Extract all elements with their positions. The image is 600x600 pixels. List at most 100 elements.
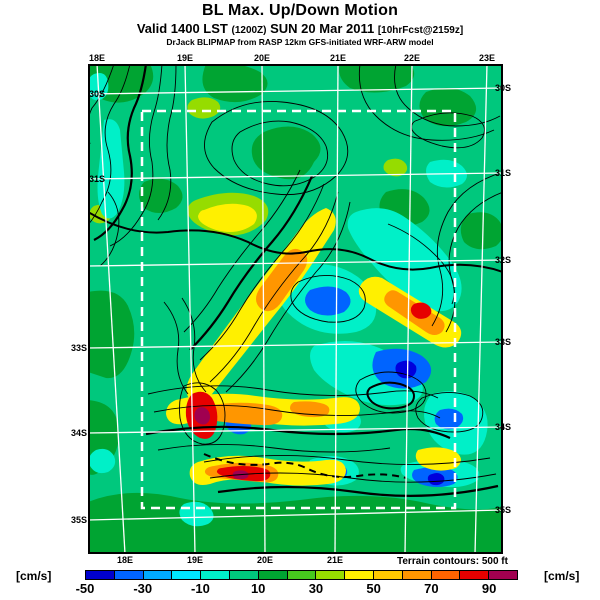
colorbar-tick-label: 70	[424, 581, 439, 596]
grid-meridian	[184, 64, 196, 554]
map-feature	[395, 360, 417, 379]
map-feature	[139, 178, 183, 213]
grid-meridian	[96, 64, 126, 554]
axis-tick-label: 34S	[495, 422, 512, 432]
axis-tick-label: 32S	[495, 255, 512, 265]
terrain-contour	[179, 382, 226, 445]
colorbar-segment	[228, 571, 258, 579]
grid-parallel	[88, 509, 503, 521]
terrain-contour	[199, 183, 325, 361]
terrain-contours-note: Terrain contours: 500 ft	[397, 556, 508, 567]
grid-parallel	[88, 341, 503, 349]
map-feature	[256, 248, 308, 312]
colorbar-segment	[113, 571, 143, 579]
map-feature	[194, 407, 210, 425]
colorbar-segment	[171, 571, 201, 579]
page-title: BL Max. Up/Down Motion	[201, 2, 399, 19]
map-canvas	[88, 64, 503, 554]
model-line: DrJack BLIPMAP from RASP 12km GFS-initia…	[166, 37, 434, 47]
terrain-contour	[183, 169, 301, 333]
terrain-contour	[163, 301, 189, 395]
axis-tick-label: 35S	[70, 515, 87, 525]
colorbar-segment	[142, 571, 172, 579]
grid-parallel	[88, 87, 503, 95]
grid-meridian	[404, 64, 413, 554]
axis-tick-label: 23E	[478, 53, 496, 63]
axis-tick-label: 31S	[89, 174, 106, 184]
header: BL Max. Up/Down Motion Valid 1400 LST (1…	[0, 2, 600, 47]
colorbar-segment	[344, 571, 373, 579]
axis-tick-label: 33S	[70, 343, 87, 353]
grid-parallel	[88, 259, 503, 267]
grid-meridian	[334, 64, 339, 554]
grid-meridian	[474, 64, 488, 554]
axis-tick-label: 19E	[186, 555, 204, 565]
valid-fcst: [10hrFcst@2159z]	[377, 25, 464, 36]
axis-tick-label: 20E	[253, 53, 271, 63]
axis-tick-label: 21E	[329, 53, 347, 63]
terrain-contour	[415, 392, 484, 433]
valid-date: SUN 20 Mar 2011	[270, 21, 375, 36]
axis-tick-label: 18E	[116, 555, 134, 565]
terrain-contour	[358, 64, 495, 141]
colorbar-segment	[401, 571, 431, 579]
colorbar-units-right: [cm/s]	[544, 569, 580, 583]
map-feature	[347, 208, 462, 312]
colorbar-segment	[488, 571, 517, 579]
colorbar-segment	[257, 571, 287, 579]
terrain-contour	[88, 211, 503, 273]
colorbar	[85, 570, 518, 580]
colorbar-segment	[372, 571, 402, 579]
map-feature	[88, 448, 116, 474]
colorbar-tick-label: 30	[308, 581, 324, 596]
terrain-contour	[387, 223, 455, 305]
terrain-contour	[157, 64, 177, 221]
colorbar-units-left: [cm/s]	[16, 569, 52, 583]
terrain-contour	[431, 171, 503, 327]
colorbar-tick-label: -30	[133, 581, 153, 596]
colorbar-tick-label: -10	[191, 581, 210, 596]
map-feature	[415, 447, 461, 471]
colorbar-segment	[430, 571, 460, 579]
terrain-contour	[109, 64, 163, 247]
map-feature	[198, 203, 257, 232]
axis-tick-label: 31S	[495, 168, 512, 178]
map-feature	[427, 473, 445, 486]
colorbar-segment	[200, 571, 229, 579]
colorbar-segment	[459, 571, 489, 579]
colorbar-tick-label: 90	[481, 581, 497, 596]
valid-prefix: Valid 1400 LST	[136, 21, 228, 36]
terrain-contour	[189, 175, 314, 351]
grid-parallel	[88, 426, 503, 434]
terrain-contour	[145, 425, 451, 439]
terrain-contour	[99, 191, 120, 267]
terrain-contour	[153, 405, 441, 419]
terrain-contour	[411, 112, 485, 149]
terrain-contour	[203, 453, 407, 479]
map-feature	[419, 87, 477, 127]
map-area	[88, 64, 503, 554]
map-feature	[305, 286, 351, 316]
grid-parallel	[88, 172, 503, 180]
axis-tick-label: 35S	[495, 505, 512, 515]
map-feature	[410, 302, 432, 319]
valid-zulu: (1200Z)	[231, 25, 267, 36]
axis-tick-label: 19E	[176, 53, 194, 63]
axis-tick-label: 20E	[256, 555, 274, 565]
terrain-contour	[445, 191, 503, 333]
terrain-contour	[355, 371, 427, 414]
colorbar-tick-label: 10	[250, 581, 266, 596]
axis-tick-label: 21E	[326, 555, 344, 565]
colorbar-segment	[286, 571, 316, 579]
map-feature	[460, 212, 503, 250]
axis-tick-label: 30S	[89, 89, 106, 99]
model-domain-box	[140, 109, 457, 510]
axis-tick-label: 30S	[495, 83, 512, 93]
axis-tick-label: 18E	[88, 53, 106, 63]
terrain-contour	[366, 381, 416, 410]
axis-tick-label: 22E	[403, 53, 421, 63]
map-feature	[88, 290, 135, 379]
axis-tick-label: 34S	[70, 428, 87, 438]
terrain-contour	[290, 275, 366, 323]
